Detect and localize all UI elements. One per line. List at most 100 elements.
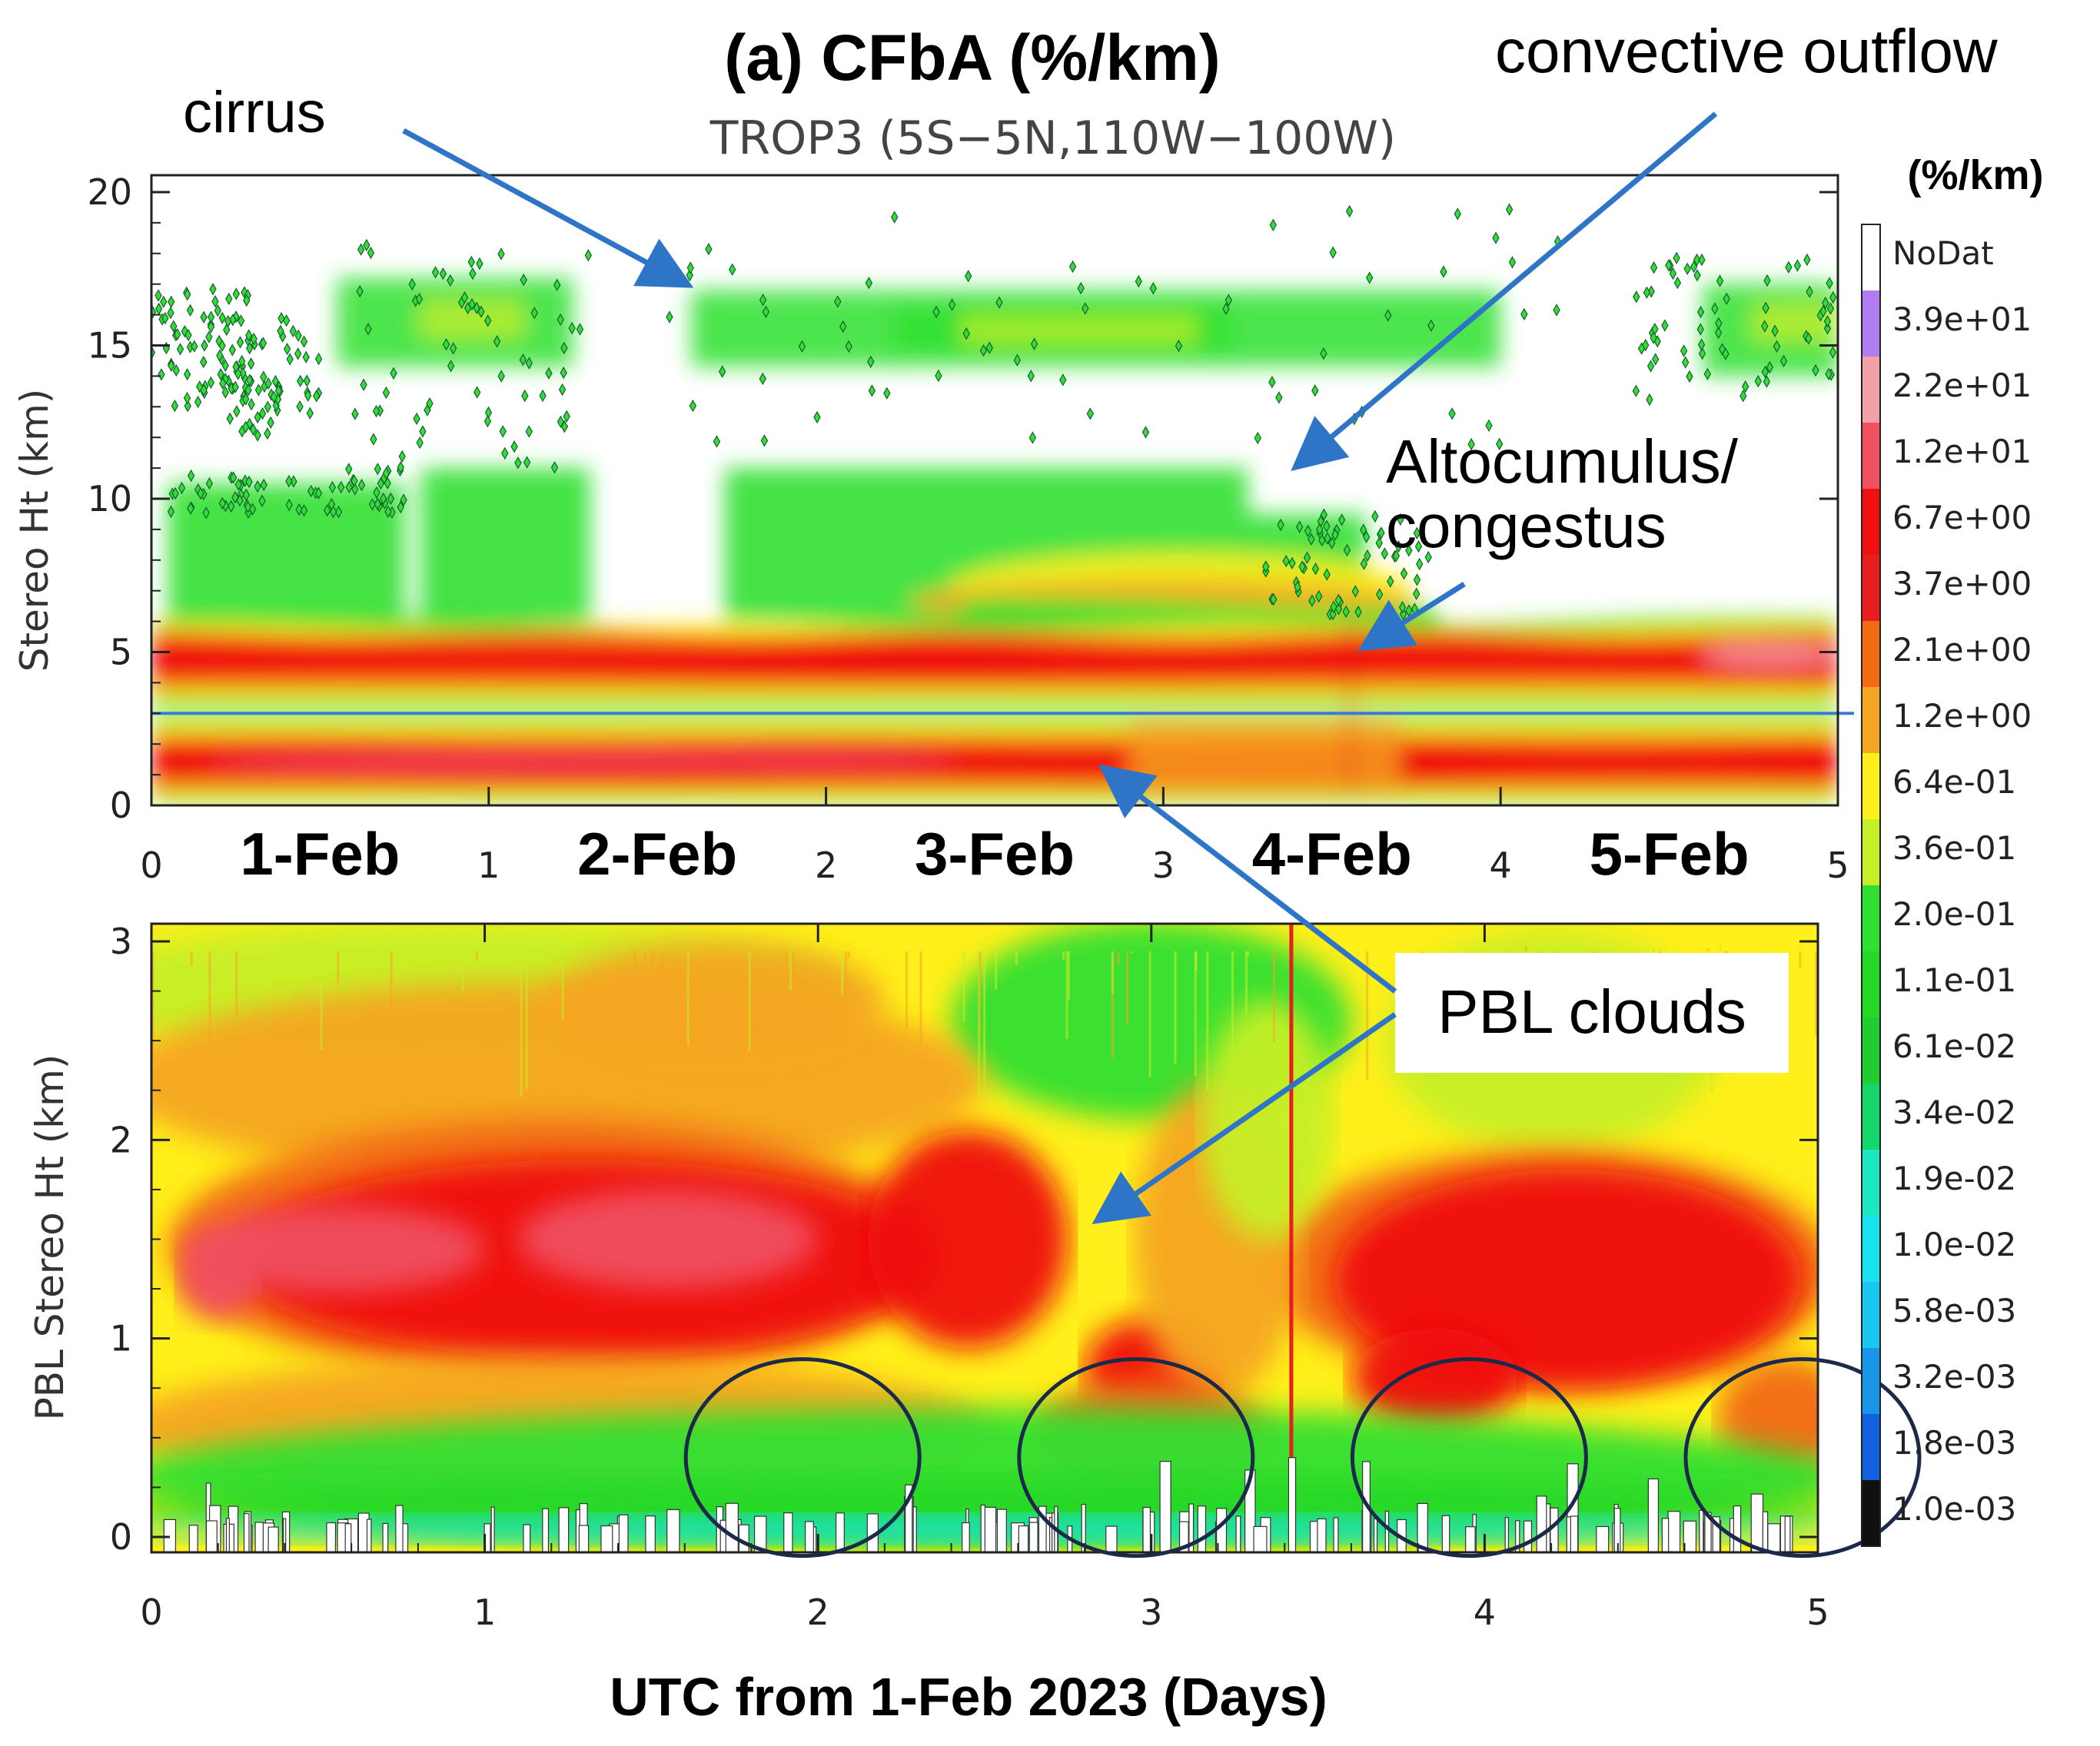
chart-title: (a) CFbA (%/km) xyxy=(724,22,1221,94)
day-label: 1-Feb xyxy=(240,820,400,888)
lower-x-tick-label: 1 xyxy=(473,1592,496,1633)
lower-panel: 0 1 2 3 0 1 2 3 4 5 PBL Stereo Ht (km) xyxy=(28,921,1922,1633)
nodata-spike xyxy=(1536,1495,1547,1552)
lower-x-tick-label: 2 xyxy=(807,1592,829,1633)
day-label: 5-Feb xyxy=(1590,820,1749,888)
upper-y-tick-label: 0 xyxy=(110,785,132,826)
x-axis-label: UTC from 1-Feb 2023 (Days) xyxy=(610,1667,1327,1727)
annotation-congestus: congestus xyxy=(1386,492,1666,560)
colorbar-level-label: 6.7e+00 xyxy=(1892,499,2032,536)
colorbar-swatch xyxy=(1862,1150,1880,1216)
colorbar-swatch xyxy=(1862,489,1880,555)
nodata-spike xyxy=(905,1484,913,1552)
nodata-spike xyxy=(836,1512,845,1552)
nodata-spike xyxy=(1159,1461,1171,1552)
colorbar-frame xyxy=(1861,224,1881,1547)
nodata-spike xyxy=(600,1525,613,1552)
colorbar-level-label: 3.4e-02 xyxy=(1892,1094,2016,1131)
colorbar-level-label: 1.9e-02 xyxy=(1892,1160,2016,1197)
day-label: 2-Feb xyxy=(577,820,737,888)
nodata-spike xyxy=(344,1523,352,1552)
colorbar-swatch xyxy=(1862,1480,1880,1546)
nodata-spike xyxy=(1028,1522,1038,1552)
nodata-spike xyxy=(1417,1502,1428,1552)
colorbar-level-label: 3.2e-03 xyxy=(1892,1358,2016,1396)
nodata-spike xyxy=(783,1512,793,1552)
nodata-spike xyxy=(1699,1509,1704,1552)
lower-y-tick-label: 1 xyxy=(110,1318,132,1359)
lower-y-tick-label: 0 xyxy=(110,1516,132,1558)
nodata-spike xyxy=(558,1507,570,1552)
nodata-spike xyxy=(1667,1511,1681,1552)
nodata-spike xyxy=(225,1518,230,1552)
nodata-spike xyxy=(1105,1525,1118,1552)
diurnal-circle xyxy=(1017,1357,1255,1558)
upper-y-axis-label: Stereo Ht (km) xyxy=(12,389,57,672)
nodata-spike xyxy=(1197,1505,1207,1552)
nodata-spike xyxy=(1733,1505,1742,1552)
annotation-pbl-clouds: PBL clouds xyxy=(1437,978,1746,1046)
colorbar-swatch xyxy=(1862,1348,1880,1414)
colorbar-swatch xyxy=(1862,885,1880,951)
nodata-spike xyxy=(1317,1518,1327,1552)
colorbar-level-label: 1.2e+01 xyxy=(1892,433,2032,470)
arrow-convective-outflow xyxy=(1291,111,1718,472)
upper-x-tick-label: 2 xyxy=(815,845,837,886)
nodata-spike xyxy=(805,1521,814,1552)
arrow-pbl-upper xyxy=(1098,764,1397,994)
colorbar-swatch xyxy=(1862,1017,1880,1084)
colorbar-level-label: 1.0e-03 xyxy=(1892,1490,2016,1528)
nodata-spike xyxy=(996,1509,1007,1552)
nodata-spike xyxy=(1253,1525,1268,1552)
upper-plot-frame xyxy=(150,174,1839,807)
nodata-spike xyxy=(1661,1518,1670,1552)
nodata-spike xyxy=(254,1522,264,1552)
nodata-spike xyxy=(1570,1515,1579,1552)
nodata-spike xyxy=(205,1520,218,1552)
colorbar-swatch xyxy=(1862,951,1880,1017)
colorbar-level-label: 3.6e-01 xyxy=(1892,829,2016,867)
lower-y-tick-label: 2 xyxy=(110,1119,132,1160)
upper-y-tick-label: 15 xyxy=(87,325,132,367)
upper-sparse-cloud-specks xyxy=(151,203,1837,621)
arrow-pbl-lower xyxy=(1092,1012,1397,1224)
colorbar-level-label: 6.4e-01 xyxy=(1892,763,2016,801)
diurnal-circle xyxy=(683,1357,922,1558)
lower-x-tick-label: 3 xyxy=(1140,1592,1162,1633)
nodata-spike xyxy=(1647,1478,1660,1552)
nodata-spike xyxy=(962,1522,970,1552)
arrow-altocumulus xyxy=(1357,582,1466,652)
nodata-spike xyxy=(666,1509,680,1552)
nodata-spike xyxy=(1683,1520,1697,1552)
nodata-spike xyxy=(1784,1515,1791,1552)
diurnal-circle xyxy=(1683,1357,1922,1558)
nodata-spike xyxy=(366,1519,372,1552)
colorbar-level-label: 3.7e+00 xyxy=(1892,565,2032,602)
colorbar-level-label: 2.0e-01 xyxy=(1892,895,2016,933)
nodata-spike xyxy=(578,1525,590,1552)
nodata-spike xyxy=(1465,1526,1476,1552)
nodata-spike xyxy=(326,1522,337,1552)
upper-x-tick-label: 0 xyxy=(140,845,162,886)
colorbar-swatch xyxy=(1862,819,1880,885)
colorbar-swatch xyxy=(1862,224,1880,290)
nodata-spike xyxy=(618,1514,629,1552)
colorbar-swatch xyxy=(1862,555,1880,621)
nodata-spike xyxy=(1504,1517,1509,1552)
nodata-spike xyxy=(1767,1523,1781,1552)
colorbar-swatch xyxy=(1862,621,1880,687)
nodata-spike xyxy=(267,1526,279,1552)
nodata-spike xyxy=(1288,1457,1297,1552)
arrow-cirrus xyxy=(402,128,694,288)
colorbar-swatch xyxy=(1862,423,1880,489)
chart-subtitle: TROP3 (5S−5N,110W−100W) xyxy=(709,111,1396,165)
annotations: cirrus convective outflow Altocumulus/ c… xyxy=(183,17,1998,1224)
nodata-spike xyxy=(725,1502,739,1552)
nodata-spike xyxy=(738,1524,749,1552)
nodata-spike xyxy=(1373,1518,1378,1552)
nodata-spike xyxy=(980,1504,985,1552)
colorbar-level-label: 3.9e+01 xyxy=(1892,300,2032,338)
colorbar-level-label: 2.1e+00 xyxy=(1892,631,2032,669)
nodata-spike xyxy=(523,1524,531,1552)
